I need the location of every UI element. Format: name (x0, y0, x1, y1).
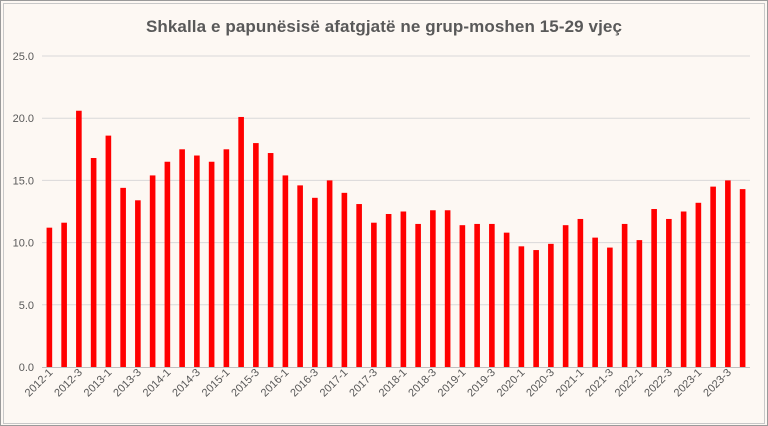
bar-2023-1 (695, 202, 702, 367)
bar-2023-2 (710, 186, 716, 367)
bar-2015-2 (238, 116, 244, 368)
bar-2018-2 (415, 223, 421, 367)
x-tick-label: 2020-1 (495, 367, 528, 400)
x-tick-label: 2019-3 (465, 367, 498, 400)
bar-2014-2 (179, 149, 185, 367)
bar-2016-2 (297, 185, 303, 367)
bar-2014-4 (208, 161, 215, 367)
x-tick-label: 2019-1 (436, 367, 469, 400)
bar-2019-1 (459, 225, 466, 367)
y-tick-label: 0.0 (19, 362, 34, 374)
bar-2021-2 (592, 237, 598, 367)
bar-2017-3 (371, 222, 377, 367)
bar-2015-4 (267, 153, 274, 367)
bar-2013-3 (135, 200, 141, 367)
chart-title: Shkalla e papunësisë afatgjatë ne grup-m… (145, 17, 623, 36)
bar-2023-4 (739, 189, 746, 367)
bar-2017-2 (356, 204, 362, 367)
bar-2014-3 (194, 155, 200, 367)
bar-2021-4 (621, 223, 628, 367)
bars (46, 110, 746, 368)
bar-2016-3 (312, 197, 318, 367)
bar-2013-2 (120, 187, 126, 367)
y-axis-tick-labels: 0.0 5.0 10.0 15.0 20.0 25.0 (13, 51, 34, 374)
bar-2016-4 (326, 180, 333, 367)
bar-2020-2 (533, 250, 539, 367)
bar-2013-1 (105, 135, 112, 367)
bar-2019-2 (474, 223, 480, 367)
bar-2018-4 (444, 210, 451, 367)
x-tick-label: 2015-3 (229, 367, 262, 400)
x-tick-label: 2014-1 (141, 367, 174, 400)
gridlines (42, 55, 750, 306)
x-tick-label: 2022-1 (613, 367, 646, 400)
x-tick-label: 2018-3 (406, 367, 439, 400)
bar-2022-3 (666, 218, 672, 367)
bar-2019-3 (489, 223, 495, 367)
x-tick-label: 2016-1 (259, 367, 292, 400)
y-tick-label: 25.0 (13, 51, 34, 63)
bar-2022-4 (680, 211, 687, 367)
x-tick-label: 2013-1 (82, 367, 115, 400)
y-tick-label: 5.0 (19, 300, 34, 312)
bar-2017-4 (385, 213, 392, 367)
x-tick-label: 2022-3 (642, 367, 675, 400)
y-tick-label: 15.0 (13, 175, 34, 187)
bar-2012-2 (61, 222, 67, 367)
x-tick-label: 2016-3 (288, 367, 321, 400)
bar-2012-4 (90, 158, 97, 367)
x-axis-tick-labels: 2012-12012-32013-12013-32014-12014-32015… (23, 367, 734, 400)
bar-2015-3 (253, 143, 259, 367)
x-tick-label: 2023-1 (672, 367, 705, 400)
bar-2021-3 (607, 247, 613, 367)
bar-2018-1 (400, 211, 407, 367)
bar-2020-1 (518, 246, 525, 367)
bar-2023-3 (725, 180, 731, 367)
x-tick-label: 2017-3 (347, 367, 380, 400)
bar-2018-3 (430, 210, 436, 367)
bar-2013-4 (149, 175, 156, 367)
bar-2015-1 (223, 149, 230, 367)
y-tick-label: 10.0 (13, 238, 34, 250)
bar-2022-2 (651, 209, 657, 367)
x-tick-label: 2015-1 (200, 367, 233, 400)
bar-2014-1 (164, 161, 171, 367)
bar-2020-3 (548, 243, 554, 367)
x-tick-label: 2018-1 (377, 367, 410, 400)
x-tick-label: 2014-3 (170, 367, 203, 400)
y-tick-label: 20.0 (13, 113, 34, 125)
x-tick-label: 2021-1 (554, 367, 587, 400)
x-tick-label: 2021-3 (583, 367, 616, 400)
bar-2019-4 (503, 232, 510, 367)
x-tick-label: 2023-3 (701, 367, 734, 400)
bar-2021-1 (577, 218, 584, 367)
x-tick-label: 2017-1 (318, 367, 351, 400)
x-tick-label: 2013-3 (111, 367, 144, 400)
chart-inner-border (3, 3, 765, 424)
x-tick-label: 2020-3 (524, 367, 557, 400)
bar-2012-3 (76, 110, 82, 368)
bar-2022-1 (636, 240, 643, 367)
x-tick-label: 2012-3 (52, 367, 85, 400)
bar-2017-1 (341, 192, 348, 367)
bar-2012-1 (46, 227, 53, 367)
bar-2020-4 (562, 225, 569, 367)
bar-2016-1 (282, 175, 289, 367)
